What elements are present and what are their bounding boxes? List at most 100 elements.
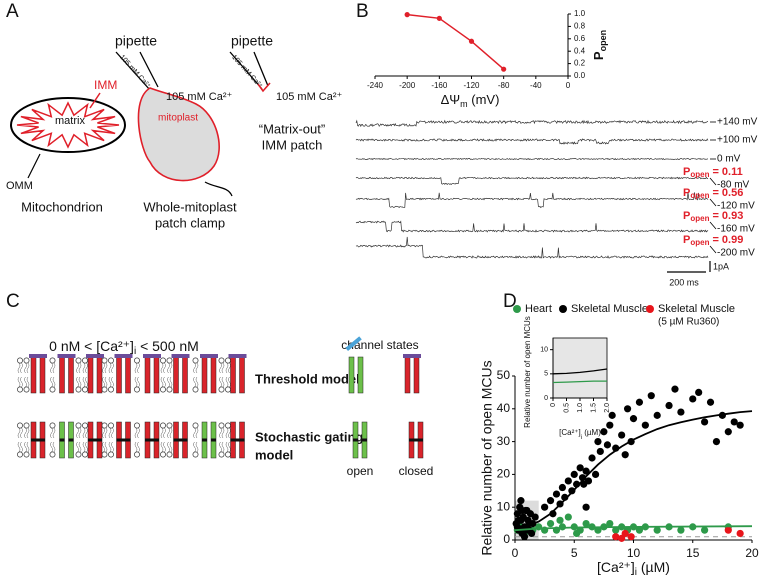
data-point (608, 411, 616, 419)
pipette-label: pipette (115, 33, 157, 49)
y-axis-title: Relative number of open MCUs (479, 360, 495, 555)
x-tick-label: 0 (512, 546, 519, 560)
channel-subunit (144, 356, 151, 394)
data-point (623, 405, 632, 413)
data-point (582, 467, 590, 475)
model-label: Threshold model (255, 371, 360, 386)
data-point (531, 513, 539, 521)
channel-lid (345, 336, 362, 351)
p-open-label: Popen = 0.56 (683, 187, 743, 200)
lipid-tail (219, 376, 225, 388)
y-tick-label: 10 (540, 347, 548, 354)
lipid-head (17, 357, 23, 364)
channel-subunit (201, 356, 208, 394)
lipid-head (23, 357, 30, 364)
lipid-tail (225, 427, 231, 439)
lipid-tail (17, 376, 23, 388)
lipid-head (101, 422, 108, 429)
data-point (517, 497, 525, 505)
panel-label: D (503, 291, 517, 312)
lipid-head (166, 451, 173, 458)
lipid-head (23, 386, 30, 393)
p-open-label: Popen = 0.93 (683, 210, 743, 223)
channel-gate (353, 438, 358, 442)
channel-gate (31, 438, 45, 442)
voltage-label: -160 mV (717, 224, 755, 235)
data-point (627, 533, 635, 541)
data-point (404, 12, 410, 18)
data-point (552, 490, 561, 498)
matrix-label: matrix (55, 115, 85, 127)
data-point (730, 418, 738, 426)
data-point (701, 526, 709, 534)
y-title-sub: open (598, 30, 608, 52)
lipid-head (192, 357, 199, 364)
lipid-head (108, 422, 114, 429)
data-point (558, 483, 567, 492)
data-point (546, 497, 555, 505)
lipid-tail (225, 362, 231, 374)
lipid-tail (160, 376, 166, 388)
data-point (520, 533, 529, 541)
y-title-part: P (591, 51, 606, 60)
lipid-tail (82, 376, 88, 388)
x-axis-title-part: (µM) (582, 428, 601, 437)
data-point (612, 526, 620, 534)
data-point (677, 408, 685, 416)
lipid-tail (193, 376, 199, 388)
lipid-tail (134, 362, 140, 374)
condition-part: < 500 nM (136, 338, 199, 354)
inset-background (552, 337, 608, 399)
lipid-head (17, 451, 23, 458)
lipid-head (17, 386, 23, 393)
data-point (600, 428, 608, 436)
current-trace (355, 236, 709, 259)
data-point (671, 385, 679, 393)
lipid-head (49, 357, 56, 364)
data-point (606, 520, 614, 528)
lipid-head (225, 386, 231, 393)
voltage-label: -200 mV (717, 248, 755, 259)
trace-arrow (709, 245, 717, 254)
channel-subunit (87, 356, 94, 394)
data-point (606, 421, 614, 429)
channel-gate (68, 438, 74, 442)
lipid-head (75, 422, 82, 429)
state-label: open (347, 464, 374, 478)
mitoplast-label: mitoplast (158, 113, 198, 124)
x-tick-label: 1.5 (590, 403, 597, 413)
lipid-tail (17, 441, 23, 453)
p-symbol: P (683, 210, 690, 222)
pipette-wall (253, 51, 269, 87)
voltage-label: -120 mV (717, 201, 755, 212)
data-point (573, 529, 581, 538)
channel-lid (57, 354, 76, 358)
lipid-head (225, 422, 231, 429)
channel-lid (200, 354, 218, 358)
data-point (576, 464, 584, 472)
lipid-tail (160, 362, 166, 374)
x-tick-label: 0.5 (563, 403, 570, 413)
data-point (736, 529, 744, 538)
p-subscript: open (690, 191, 709, 200)
lipid-head (218, 357, 225, 364)
channel-gate (88, 438, 102, 442)
lipid-tail (193, 427, 199, 439)
x-tick-label: 2.0 (604, 403, 611, 413)
lipid-head (75, 386, 82, 393)
data-line (407, 13, 505, 70)
bath-solution: 105 mM Ca²⁺ (276, 91, 343, 103)
lipid-head (160, 357, 166, 364)
data-point (677, 526, 685, 534)
channel-gate (211, 438, 216, 442)
lipid-tail (102, 376, 108, 388)
p-value: = 0.93 (712, 210, 743, 222)
lipid-tail (50, 427, 56, 439)
lipid-tail (24, 362, 30, 374)
lipid-head (166, 357, 173, 364)
data-point (468, 38, 475, 44)
trace-arrow (709, 221, 717, 230)
data-point (564, 513, 572, 521)
lipid-head (160, 451, 166, 458)
data-point (556, 516, 564, 524)
